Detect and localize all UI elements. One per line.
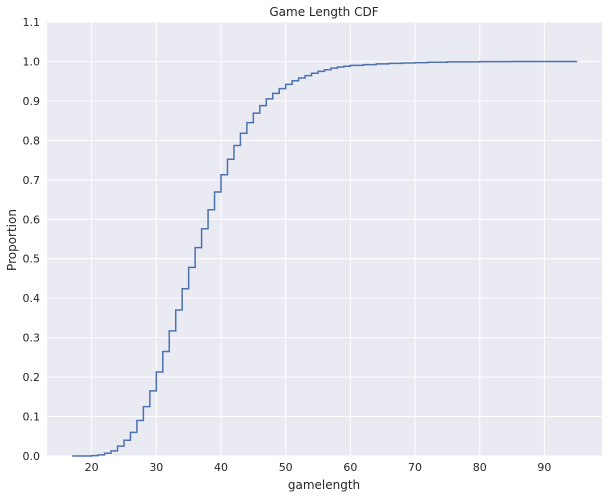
y-tick-label: 0.7 xyxy=(23,174,41,187)
x-tick-label: 80 xyxy=(473,461,487,474)
cdf-series-line xyxy=(72,60,578,457)
y-tick-labels: 0.0 0.1 0.2 0.3 0.4 0.5 0.6 0.7 0.8 0.9 1.0 1.1 xyxy=(23,16,41,463)
y-tick-label: 1.1 xyxy=(23,16,41,29)
x-tick-label: 50 xyxy=(279,461,293,474)
x-axis-label: gamelength xyxy=(288,478,360,492)
y-tick-label: 0.8 xyxy=(23,134,41,147)
y-tick-label: 0.3 xyxy=(23,332,41,345)
y-gridlines xyxy=(47,21,602,457)
x-tick-label: 30 xyxy=(149,461,163,474)
plot-area xyxy=(47,22,602,456)
y-axis-label: Proportion xyxy=(5,209,19,271)
x-tick-label: 90 xyxy=(537,461,551,474)
y-tick-label: 0.9 xyxy=(23,95,41,108)
y-tick-label: 0.0 xyxy=(23,450,41,463)
chart-title: Game Length CDF xyxy=(269,5,378,19)
x-tick-label: 70 xyxy=(408,461,422,474)
y-tick-label: 0.2 xyxy=(23,371,41,384)
y-tick-label: 0.5 xyxy=(23,253,41,266)
y-tick-label: 0.4 xyxy=(23,292,41,305)
x-tick-label: 60 xyxy=(343,461,357,474)
x-tick-label: 40 xyxy=(214,461,228,474)
y-tick-label: 1.0 xyxy=(23,55,41,68)
y-tick-label: 0.1 xyxy=(23,411,41,424)
x-tick-labels: 20 30 40 50 60 70 80 90 xyxy=(85,461,552,474)
y-tick-label: 0.6 xyxy=(23,213,41,226)
x-gridlines xyxy=(91,22,545,456)
x-tick-label: 20 xyxy=(85,461,99,474)
